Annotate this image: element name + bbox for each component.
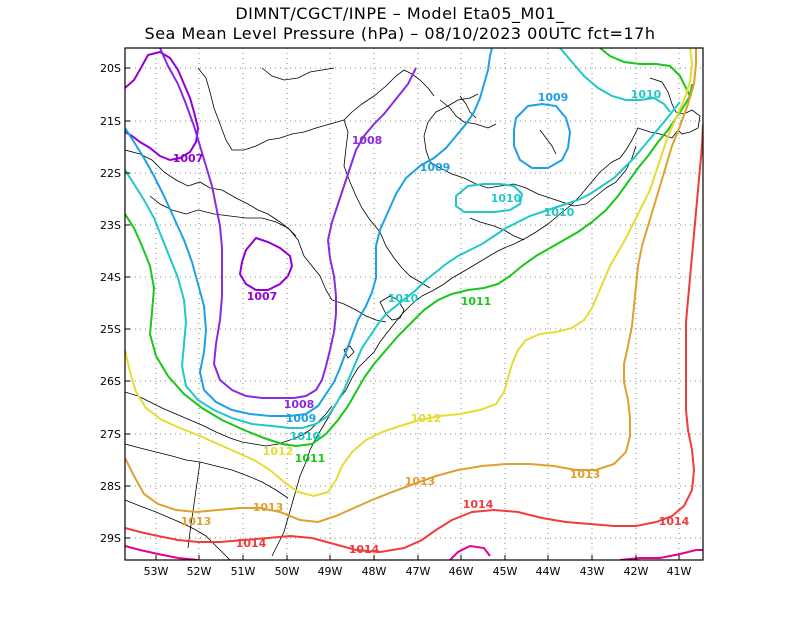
- lon-label: 41W: [667, 565, 692, 578]
- isobar-label: 1013: [181, 515, 212, 528]
- isobar-1013: [125, 48, 697, 524]
- isobar-1015-south: [449, 544, 491, 560]
- isobar-1007-loop: [238, 236, 294, 291]
- isobar-1009: [125, 48, 493, 417]
- state-border: [343, 119, 431, 289]
- state-border: [261, 67, 335, 81]
- state-border: [585, 145, 637, 205]
- lon-label: 53W: [144, 565, 169, 578]
- isobar-label: 1014: [349, 543, 380, 556]
- longitude-labels: 53W 52W 51W 50W 49W 48W 47W 46W 45W 44W …: [144, 565, 692, 578]
- isobar-1008: [159, 48, 417, 399]
- isobar-label: 1014: [236, 537, 267, 550]
- lon-label: 43W: [580, 565, 605, 578]
- isobar-label: 1014: [659, 515, 690, 528]
- lat-label: 28S: [100, 480, 121, 493]
- isobars: [125, 48, 703, 560]
- isobar-label: 1012: [411, 412, 442, 425]
- state-border: [187, 461, 201, 549]
- river: [539, 129, 557, 155]
- lat-label: 23S: [100, 219, 121, 232]
- isobar-label: 1010: [631, 88, 662, 101]
- lat-label: 22S: [100, 167, 121, 180]
- lat-label: 27S: [100, 428, 121, 441]
- state-border: [423, 93, 479, 163]
- isobar-label: 1010: [290, 430, 321, 443]
- lat-label: 26S: [100, 375, 121, 388]
- isobar-label: 1008: [352, 134, 383, 147]
- isobar-1011-ne: [599, 48, 691, 97]
- state-border: [343, 69, 435, 121]
- lon-label: 51W: [231, 565, 256, 578]
- map-title-line-2: Sea Mean Level Pressure (hPa) – 08/10/20…: [144, 24, 656, 43]
- isobar-1010-loop: [455, 183, 524, 213]
- lon-label: 42W: [624, 565, 649, 578]
- state-border: [125, 443, 289, 499]
- isobar-1010: [125, 101, 681, 429]
- lon-label: 44W: [536, 565, 561, 578]
- latitude-labels: 20S 21S 22S 23S 24S 25S 26S 27S 28S 29S: [100, 62, 121, 545]
- tick-marks: [125, 67, 680, 560]
- state-border: [125, 149, 333, 301]
- coastline: [271, 77, 701, 557]
- isobar-1007-west: [125, 50, 200, 162]
- coastline-and-borders: [125, 67, 701, 560]
- lon-label: 50W: [275, 565, 300, 578]
- isobar-label: 1014: [463, 498, 494, 511]
- river: [439, 99, 497, 129]
- isobar-label: 1008: [284, 398, 315, 411]
- lat-label: 24S: [100, 271, 121, 284]
- isobar-label: 1009: [538, 91, 569, 104]
- isobar-label: 1013: [253, 501, 284, 514]
- isobar-label: 1013: [405, 475, 436, 488]
- lon-label: 45W: [493, 565, 518, 578]
- country-border: [125, 499, 231, 560]
- isobar-label: 1009: [286, 412, 317, 425]
- map-title-line-1: DIMNT/CGCT/INPE – Model Eta05_M01_: [235, 4, 565, 23]
- isobar-1011: [125, 83, 693, 448]
- isobar-label: 1010: [388, 292, 419, 305]
- isobar-labels: 1007 1008 1009 1009 1010 1010 1010 1007 …: [173, 88, 690, 556]
- isobar-1010-ne: [559, 48, 671, 113]
- isobar-1012: [125, 48, 694, 498]
- lat-label: 21S: [100, 115, 121, 128]
- lon-label: 48W: [362, 565, 387, 578]
- isobar-1014: [125, 123, 703, 554]
- state-border: [197, 67, 345, 151]
- lat-label: 29S: [100, 532, 121, 545]
- isobar-label: 1013: [570, 468, 601, 481]
- isobar-label: 1011: [295, 452, 326, 465]
- isobar-1015: [125, 545, 199, 560]
- isobar-label: 1007: [247, 290, 278, 303]
- lon-label: 52W: [187, 565, 212, 578]
- plot-frame: [124, 47, 704, 561]
- state-border: [125, 391, 333, 447]
- bay: [379, 295, 405, 321]
- isobar-label: 1009: [420, 161, 451, 174]
- isobar-label: 1011: [461, 295, 492, 308]
- lon-label: 47W: [406, 565, 431, 578]
- lon-label: 49W: [318, 565, 343, 578]
- isobar-label: 1010: [544, 206, 575, 219]
- isobar-label: 1007: [173, 152, 204, 165]
- isobar-1015-se: [619, 549, 703, 560]
- isobar-label: 1010: [491, 192, 522, 205]
- grid-lines: [125, 48, 703, 560]
- lat-label: 25S: [100, 323, 121, 336]
- lon-label: 46W: [449, 565, 474, 578]
- lat-label: 20S: [100, 62, 121, 75]
- isobar-1009-loop: [513, 102, 572, 169]
- river: [469, 217, 525, 241]
- isobar-label: 1012: [263, 445, 294, 458]
